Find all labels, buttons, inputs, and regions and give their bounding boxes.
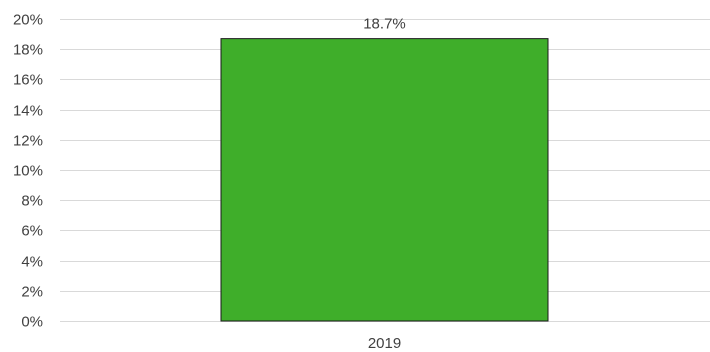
y-tick-label: 14% bbox=[13, 103, 43, 120]
y-tick-label: 12% bbox=[13, 133, 43, 150]
data-label: 18.7% bbox=[363, 16, 406, 33]
bars bbox=[220, 38, 549, 322]
y-tick-label: 2% bbox=[21, 284, 43, 301]
data-labels: 18.7% bbox=[363, 16, 406, 33]
y-tick-label: 18% bbox=[13, 42, 43, 59]
y-tick-label: 4% bbox=[21, 254, 43, 271]
y-tick-label: 10% bbox=[13, 163, 43, 180]
y-tick-label: 0% bbox=[21, 314, 43, 331]
y-tick-label: 8% bbox=[21, 193, 43, 210]
y-axis-tick-labels: 0% 2% 4% 6% 8% 10% 12% 14% 16% 18% 20% bbox=[13, 12, 43, 331]
bar-2019 bbox=[220, 38, 549, 322]
y-tick-label: 16% bbox=[13, 72, 43, 89]
y-tick-label: 6% bbox=[21, 223, 43, 240]
y-tick-label: 20% bbox=[13, 12, 43, 29]
x-axis-tick-labels: 2019 bbox=[368, 335, 401, 352]
x-tick-label: 2019 bbox=[368, 335, 401, 352]
